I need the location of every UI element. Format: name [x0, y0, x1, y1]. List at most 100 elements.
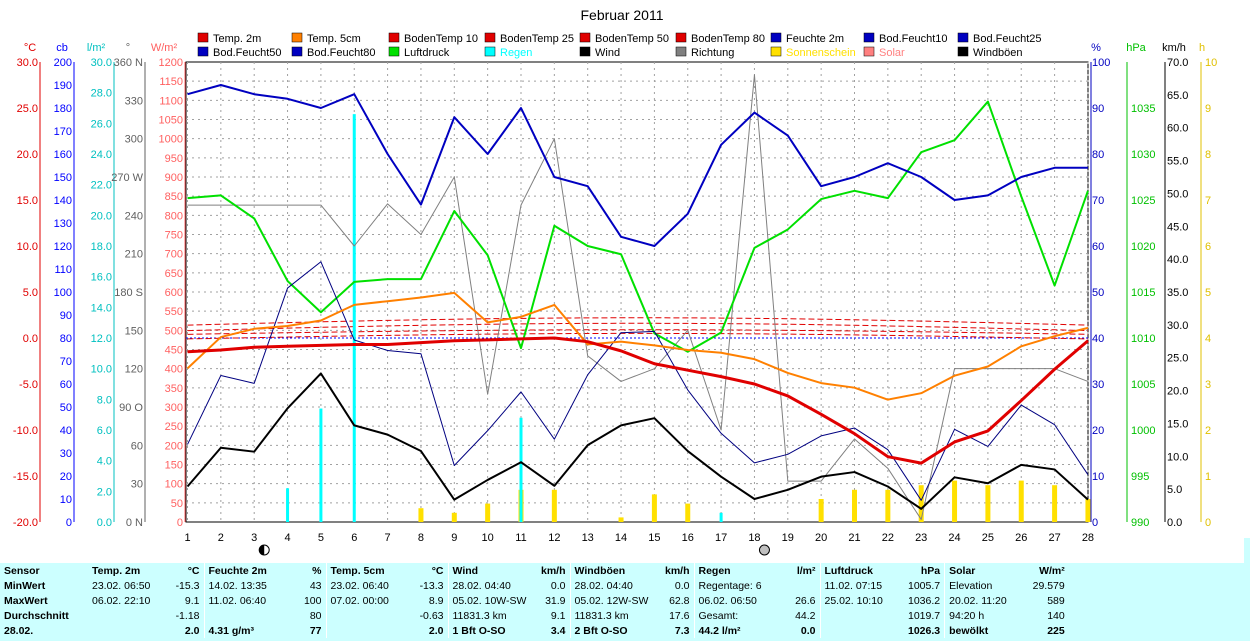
- axis-unit-label: %: [1091, 42, 1101, 54]
- axis-tick-label: 5.0: [1167, 484, 1182, 496]
- axis-tick-label: 10: [1092, 471, 1104, 483]
- axis-tick-label: 270 W: [111, 172, 143, 184]
- axis-tick-label: 70: [1092, 195, 1104, 207]
- axis-tick-label: 30: [131, 479, 143, 491]
- axis-tick-label: 4.0: [97, 456, 112, 468]
- legend-swatch: [770, 46, 782, 57]
- legend-swatch: [675, 46, 687, 57]
- axis-tick-label: 1: [1205, 471, 1211, 483]
- x-tick-label: 27: [1048, 532, 1060, 544]
- axis-tick-label: 30: [1092, 379, 1104, 391]
- legend-swatch: [579, 32, 591, 43]
- axis-tick-label: 100: [54, 287, 72, 299]
- stats-cell: 26.6: [784, 593, 821, 608]
- stats-cell: -1.18: [170, 608, 205, 623]
- axis-tick-label: 24.0: [91, 149, 112, 161]
- axis-tick-label: 2.0: [97, 486, 112, 498]
- sunshine-bar: [918, 485, 924, 522]
- axis-tick-label: 50: [60, 402, 72, 414]
- sunshine-bar: [618, 517, 624, 522]
- axis-tick-label: 45.0: [1167, 221, 1188, 233]
- axis-tick-label: 9: [1205, 103, 1211, 115]
- stats-cell: 11.02. 07:15: [824, 579, 883, 592]
- axis-tick-label: 6.0: [97, 425, 112, 437]
- axis-tick-label: 60: [131, 440, 143, 452]
- x-tick-label: 8: [418, 532, 424, 544]
- axis-tick-label: 5.0: [23, 287, 38, 299]
- series-line: [187, 261, 1089, 501]
- stats-cell: 25.02. 10:10: [824, 594, 883, 607]
- legend-label: Bod.Feucht50: [213, 47, 282, 59]
- stats-cell: 0.0: [658, 578, 695, 593]
- soil-temp-line: [187, 317, 1088, 326]
- stats-header: Luftdruck: [824, 564, 873, 577]
- stats-cell: 1026.3: [904, 623, 946, 638]
- stats-cell: 7.3: [658, 623, 695, 638]
- axis-tick-label: 20: [1092, 425, 1104, 437]
- axis-tick-label: 1000: [159, 134, 183, 146]
- axis-tick-label: -5.0: [19, 379, 38, 391]
- axis-tick-label: -10.0: [13, 425, 38, 437]
- stats-cell: 29.579: [1032, 579, 1065, 592]
- axis-tick-label: -20.0: [13, 517, 38, 529]
- legend-label: Temp. 5cm: [307, 33, 361, 45]
- stats-cell: MaxWert: [4, 594, 48, 607]
- stats-cell: 44.2: [784, 608, 821, 623]
- stats-header: km/h: [534, 563, 571, 578]
- axis-tick-label: 400: [165, 364, 183, 376]
- legend-label: Wind: [595, 47, 620, 59]
- stats-row-avg: Durchschnitt -1.18 80 -0.63 11831.3 km 9…: [0, 608, 1069, 623]
- stats-cell: [820, 608, 904, 623]
- legend-swatch: [484, 32, 496, 43]
- bars: [286, 114, 1091, 522]
- stats-cell: MinWert: [4, 579, 46, 592]
- axis-tick-label: 0: [66, 517, 72, 529]
- axis-tick-label: 1000: [1131, 425, 1155, 437]
- legend-swatch: [957, 32, 969, 43]
- axis-tick-label: 70.0: [1167, 57, 1188, 69]
- stats-cell: 28.02.: [4, 624, 34, 637]
- sunshine-bar: [885, 489, 891, 522]
- stats-cell: 3.4: [534, 623, 571, 638]
- axis-tick-label: 1150: [159, 76, 183, 88]
- legend-swatch: [197, 46, 209, 57]
- x-tick-label: 13: [582, 532, 594, 544]
- axis-tick-label: 140: [54, 195, 72, 207]
- axis-tick-label: 35.0: [1167, 287, 1188, 299]
- stats-cell: 07.02. 00:00: [330, 594, 389, 607]
- stats-cell: Regentage: 6: [698, 579, 762, 592]
- sunshine-bar: [985, 485, 991, 522]
- axis-tick-label: 60: [60, 379, 72, 391]
- axis-tick-label: 100: [1092, 57, 1110, 69]
- sunshine-bar: [451, 512, 457, 522]
- axis-tick-label: 550: [165, 306, 183, 318]
- x-tick-label: 12: [548, 532, 560, 544]
- axis-tick-label: 10.0: [1167, 451, 1188, 463]
- stats-cell: 4.31 g/m³: [208, 624, 255, 637]
- axis-tick-label: 180 S: [114, 287, 143, 299]
- axis-tick-label: 160: [54, 149, 72, 161]
- axis-tick-label: 1010: [1131, 333, 1155, 345]
- stats-cell: 11.02. 06:40: [208, 594, 267, 607]
- legend-swatch: [388, 46, 400, 57]
- axis-tick-label: 10.0: [17, 241, 38, 253]
- axis-tick-label: 5: [1205, 287, 1211, 299]
- legend-label: BodenTemp 10: [404, 33, 478, 45]
- x-tick-label: 6: [351, 532, 357, 544]
- axis-tick-label: 50.0: [1167, 188, 1188, 200]
- stats-cell: [88, 608, 170, 623]
- sunshine-bar: [952, 480, 958, 522]
- x-tick-label: 15: [648, 532, 660, 544]
- stats-cell: 06.02. 22:10: [92, 594, 151, 607]
- axis-tick-label: 130: [54, 218, 72, 230]
- axis-tick-label: 300: [165, 402, 183, 414]
- x-tick-label: 3: [251, 532, 257, 544]
- stats-row-max: MaxWert 06.02. 22:10 9.1 11.02. 06:40 10…: [0, 593, 1069, 608]
- axis-tick-label: 20.0: [17, 149, 38, 161]
- axis-tick-label: 350: [165, 383, 183, 395]
- x-tick-label: 10: [482, 532, 494, 544]
- x-tick-label: 28: [1082, 532, 1094, 544]
- x-tick-label: 11: [515, 532, 526, 544]
- axis-tick-label: 50: [1092, 287, 1104, 299]
- stats-header: °C: [412, 563, 449, 578]
